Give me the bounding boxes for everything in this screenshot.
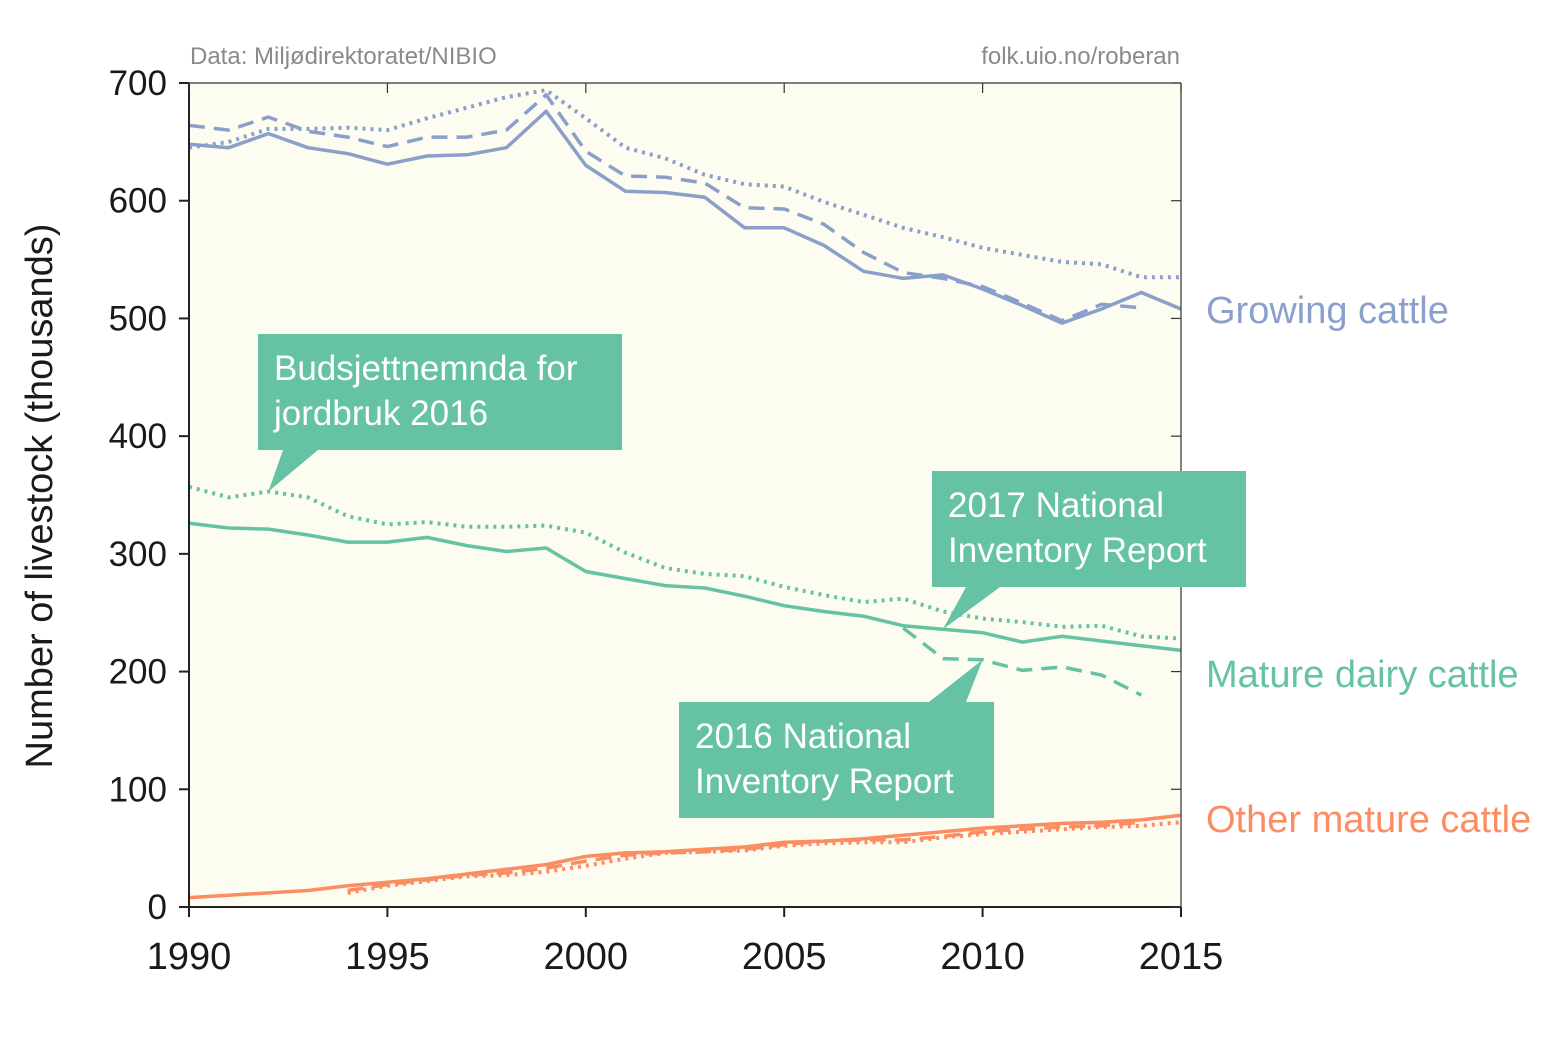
y-tick-label: 600 <box>109 182 167 221</box>
x-tick-label: 2005 <box>742 936 827 978</box>
series-line-other-solid <box>188 813 1182 900</box>
series-line-growing-dashed <box>188 93 1142 323</box>
callout-pointer <box>942 587 1000 630</box>
series-line-dairy-solid <box>188 521 1182 653</box>
callout-text: Inventory Report <box>695 762 954 801</box>
series-line-growing-solid <box>188 109 1182 325</box>
x-tick-label: 1995 <box>345 936 430 978</box>
callout-text: Inventory Report <box>948 531 1207 570</box>
x-tick-label: 2010 <box>940 936 1025 978</box>
callout-pointer <box>929 659 983 702</box>
callout-nir2016: 2016 National Inventory Report <box>679 659 994 818</box>
callout-text: 2017 National <box>948 486 1164 525</box>
callout-box <box>679 702 994 818</box>
series-line-dairy-dashed <box>902 626 1143 697</box>
label-layer: Growing cattle Mature dairy cattle Other m… <box>1206 290 1531 841</box>
x-tick-label: 2015 <box>1139 936 1224 978</box>
y-tick-label: 0 <box>148 888 167 927</box>
y-tick-label: 200 <box>109 653 167 692</box>
callout-budsjett: Budsjettnemnda for jordbruk 2016 <box>258 334 622 492</box>
callout-layer: Budsjettnemnda for jordbruk 2016 2017 Nati… <box>258 334 1246 818</box>
series-line-dairy-dotted <box>188 484 1182 641</box>
series-label-dairy: Mature dairy cattle <box>1206 654 1519 696</box>
callout-pointer <box>268 450 318 492</box>
y-tick-label: 500 <box>109 299 167 338</box>
callout-text: 2016 National <box>695 717 911 756</box>
callout-nir2017: 2017 National Inventory Report <box>932 471 1246 630</box>
callout-box <box>258 334 622 450</box>
series-line-other-dashed <box>347 820 1142 893</box>
series-label-growing: Growing cattle <box>1206 290 1449 332</box>
source-credit-right: folk.uio.no/roberan <box>981 43 1180 70</box>
series-layer <box>188 88 1182 900</box>
series-line-other-dotted <box>347 820 1182 895</box>
series-label-other: Other mature cattle <box>1206 799 1531 841</box>
callout-box <box>932 471 1246 587</box>
y-axis-label: Number of livestock (thousands) <box>19 224 61 769</box>
x-tick-label: 1990 <box>147 936 232 978</box>
y-tick-label: 400 <box>109 417 167 456</box>
y-tick-label: 300 <box>109 535 167 574</box>
source-credit-left: Data: Miljødirektoratet/NIBIO <box>190 43 497 70</box>
x-tick-label: 2000 <box>544 936 629 978</box>
callout-text: jordbruk 2016 <box>273 394 488 433</box>
y-tick-label: 100 <box>109 770 167 809</box>
callout-text: Budsjettnemnda for <box>274 349 578 388</box>
y-tick-label: 700 <box>109 64 167 103</box>
